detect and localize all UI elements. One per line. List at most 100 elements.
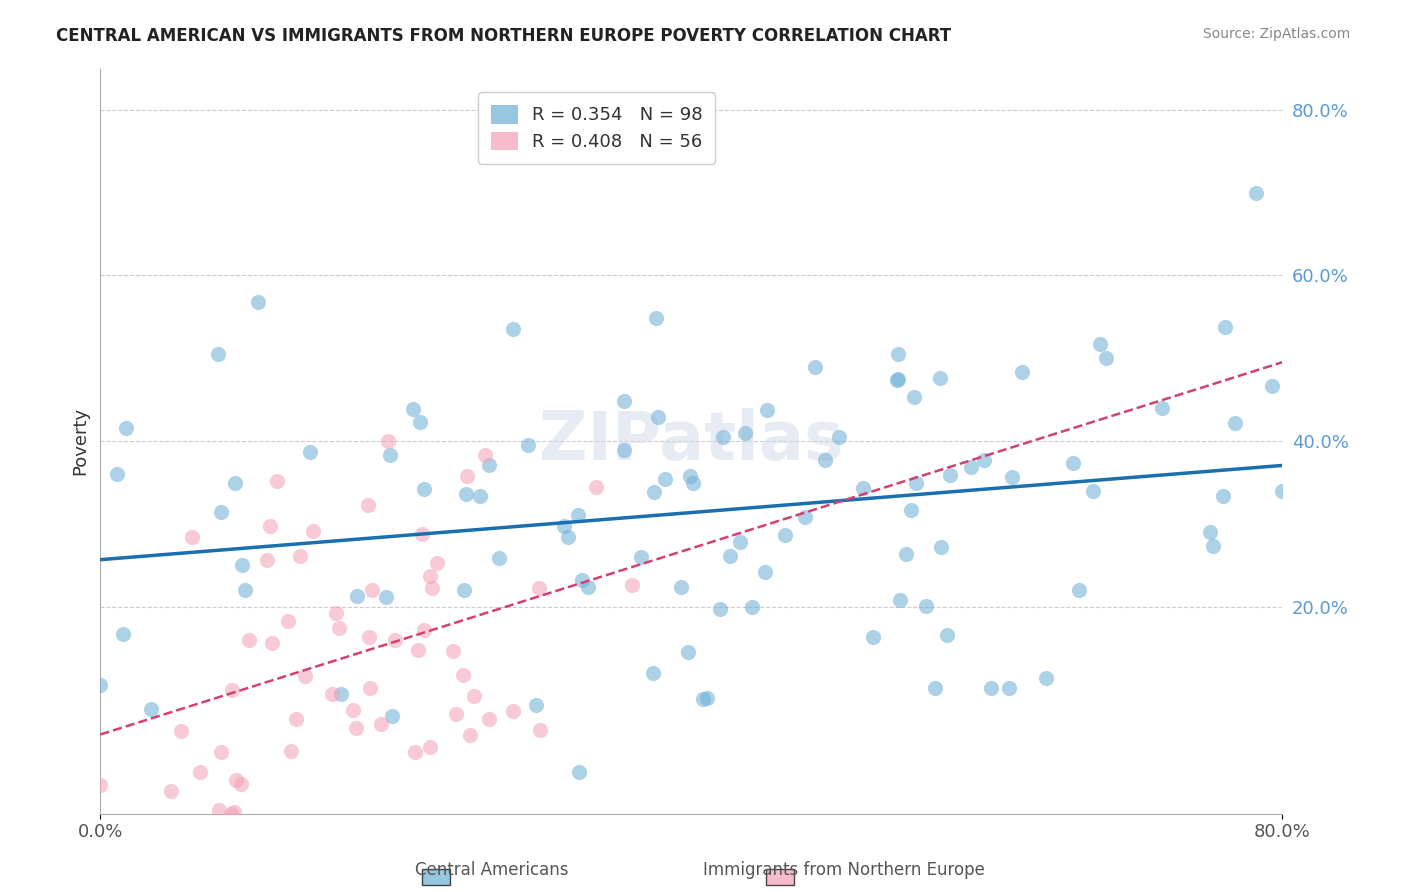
Point — [696, 691, 718, 706]
Point — [1223, 416, 1246, 430]
Point — [502, 322, 524, 336]
Point — [643, 485, 665, 500]
Point — [321, 687, 343, 701]
Point — [290, 549, 312, 563]
Point — [568, 765, 591, 780]
Point — [886, 373, 908, 387]
Point — [613, 443, 636, 458]
Point — [754, 565, 776, 579]
Point — [225, 773, 247, 788]
Point — [456, 469, 478, 483]
Point — [375, 590, 398, 604]
Point — [463, 689, 485, 703]
Y-axis label: Poverty: Poverty — [72, 407, 89, 475]
Point — [406, 643, 429, 657]
Point — [231, 558, 253, 573]
Point — [260, 636, 283, 650]
Point — [209, 745, 232, 759]
Point — [900, 503, 922, 517]
Point — [378, 448, 401, 462]
Point — [413, 624, 436, 638]
Point — [803, 359, 825, 374]
Point — [1199, 524, 1222, 539]
Point — [862, 630, 884, 644]
Point — [328, 621, 350, 635]
Point — [852, 482, 875, 496]
Point — [924, 681, 946, 695]
Point — [342, 703, 364, 717]
Point — [302, 524, 325, 539]
Point — [246, 294, 269, 309]
Point — [381, 709, 404, 723]
Point — [1213, 319, 1236, 334]
Point — [630, 550, 652, 565]
Point — [502, 704, 524, 718]
Point — [929, 371, 952, 385]
Point — [741, 599, 763, 614]
Point — [654, 472, 676, 486]
Point — [904, 476, 927, 491]
Point — [285, 712, 308, 726]
Point — [458, 728, 481, 742]
Text: CENTRAL AMERICAN VS IMMIGRANTS FROM NORTHERN EUROPE POVERTY CORRELATION CHART: CENTRAL AMERICAN VS IMMIGRANTS FROM NORT… — [56, 27, 952, 45]
Point — [426, 556, 449, 570]
Point — [412, 483, 434, 497]
Point — [1011, 365, 1033, 379]
Point — [1088, 337, 1111, 351]
Point — [998, 681, 1021, 695]
Point — [266, 474, 288, 488]
Point — [645, 310, 668, 325]
Point — [641, 665, 664, 680]
Point — [553, 519, 575, 533]
Point — [734, 425, 756, 440]
Point — [973, 452, 995, 467]
Point — [775, 527, 797, 541]
Point — [1069, 582, 1091, 597]
Point — [529, 723, 551, 737]
Point — [828, 430, 851, 444]
Text: Central Americans: Central Americans — [415, 861, 569, 879]
Point — [524, 698, 547, 712]
Point — [370, 717, 392, 731]
Point — [887, 346, 910, 360]
Point — [567, 508, 589, 523]
Point — [238, 633, 260, 648]
Point — [755, 403, 778, 417]
Point — [190, 765, 212, 780]
Point — [1062, 456, 1084, 470]
Point — [329, 687, 352, 701]
Point — [298, 445, 321, 459]
Point — [294, 669, 316, 683]
Point — [325, 606, 347, 620]
Point — [404, 745, 426, 759]
Point — [478, 458, 501, 473]
Point — [794, 510, 817, 524]
Point — [89, 678, 111, 692]
Point — [488, 551, 510, 566]
Point — [613, 393, 636, 408]
Point — [209, 505, 232, 519]
Point — [980, 681, 1002, 695]
Point — [357, 498, 380, 512]
Point — [419, 569, 441, 583]
Point — [671, 580, 693, 594]
Point — [931, 540, 953, 554]
Point — [377, 434, 399, 448]
Point — [89, 778, 111, 792]
Point — [527, 581, 550, 595]
Point — [259, 519, 281, 533]
Point — [444, 706, 467, 721]
Point — [915, 599, 938, 613]
Point — [621, 578, 644, 592]
Text: Immigrants from Northern Europe: Immigrants from Northern Europe — [703, 861, 984, 879]
Point — [344, 721, 367, 735]
Point — [402, 401, 425, 416]
Point — [139, 702, 162, 716]
Point — [277, 614, 299, 628]
Point — [224, 475, 246, 490]
Point — [112, 627, 135, 641]
Point — [256, 553, 278, 567]
Point — [576, 580, 599, 594]
Point — [359, 681, 381, 695]
Point — [894, 547, 917, 561]
